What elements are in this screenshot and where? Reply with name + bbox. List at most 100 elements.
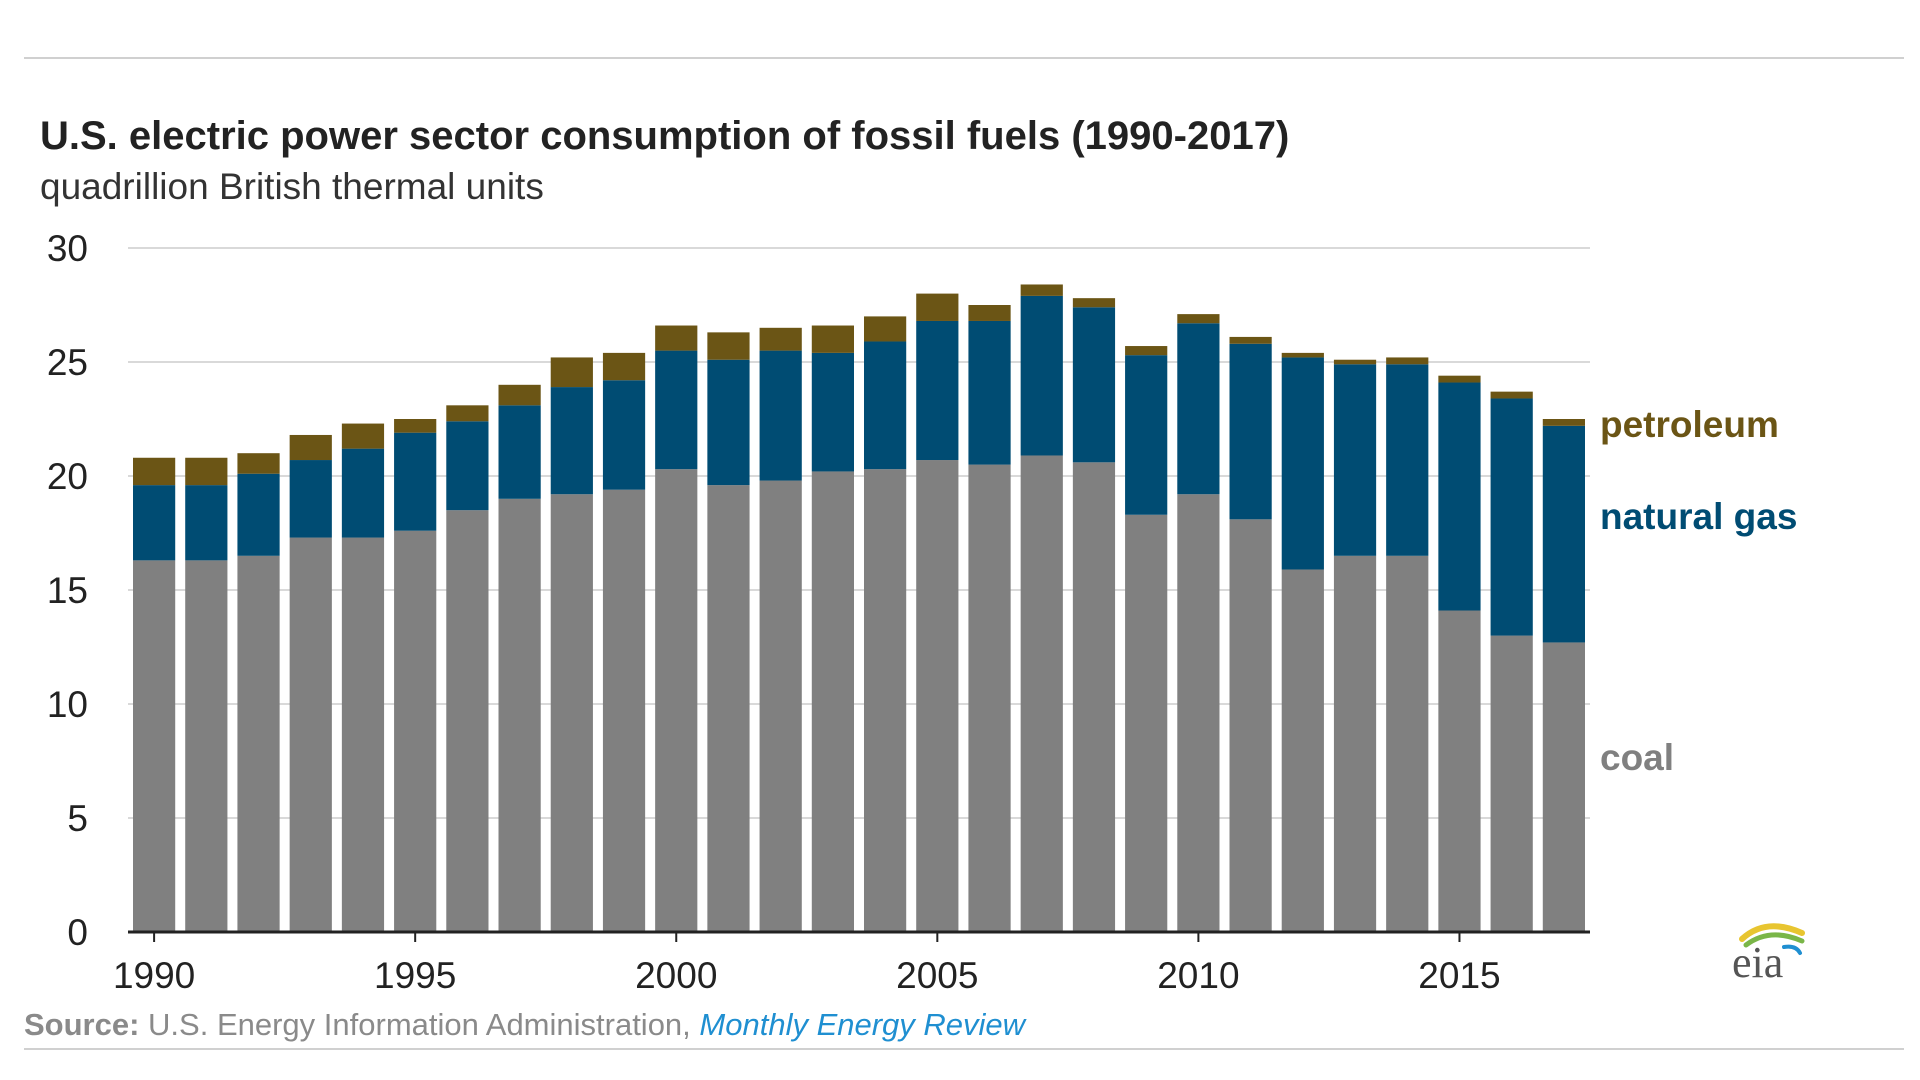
bar-natural-gas-2006 <box>968 320 1011 465</box>
bar-petroleum-2007 <box>1020 284 1063 296</box>
bar-coal-2010 <box>1177 494 1220 932</box>
series-label-coal: coal <box>1600 737 1674 778</box>
bar-coal-2002 <box>759 480 802 932</box>
bar-natural-gas-2007 <box>1020 295 1063 456</box>
bar-coal-2003 <box>811 471 854 932</box>
bar-natural-gas-2013 <box>1333 364 1377 556</box>
bar-coal-2004 <box>864 469 907 932</box>
y-tick-label-30: 30 <box>47 228 88 269</box>
bar-natural-gas-1992 <box>237 473 280 556</box>
bar-coal-2016 <box>1490 635 1533 932</box>
x-tick-label-1995: 1995 <box>374 955 456 996</box>
bar-natural-gas-1999 <box>602 380 646 490</box>
bar-petroleum-1990 <box>133 457 176 486</box>
eia-logo: eia <box>1718 915 1814 987</box>
bar-coal-1993 <box>289 537 332 932</box>
bar-petroleum-2017 <box>1542 419 1585 426</box>
series-label-natural-gas: natural gas <box>1600 496 1797 537</box>
bar-natural-gas-2004 <box>864 341 907 470</box>
bar-petroleum-2012 <box>1281 352 1324 358</box>
bar-natural-gas-1998 <box>550 387 593 495</box>
bar-natural-gas-2012 <box>1281 357 1324 570</box>
bar-natural-gas-2000 <box>655 350 698 470</box>
bar-natural-gas-2001 <box>707 359 750 486</box>
bar-natural-gas-1995 <box>394 432 437 531</box>
bar-coal-2001 <box>707 485 750 932</box>
bar-natural-gas-2017 <box>1542 425 1585 643</box>
bar-natural-gas-2005 <box>916 320 959 461</box>
bar-natural-gas-1994 <box>341 448 385 538</box>
x-tick-label-2005: 2005 <box>896 955 978 996</box>
x-tick-label-2000: 2000 <box>635 955 717 996</box>
x-tick-label-2015: 2015 <box>1418 955 1500 996</box>
bar-coal-2017 <box>1542 642 1585 932</box>
y-tick-label-15: 15 <box>47 570 88 611</box>
bar-coal-1990 <box>133 560 176 932</box>
bar-petroleum-1991 <box>185 457 228 486</box>
bar-petroleum-2003 <box>811 325 854 353</box>
y-tick-label-0: 0 <box>67 912 88 953</box>
bar-natural-gas-2016 <box>1490 398 1533 636</box>
bar-petroleum-1994 <box>341 423 385 449</box>
bar-petroleum-1997 <box>498 384 541 406</box>
logo-text: eia <box>1732 938 1783 985</box>
bar-natural-gas-2002 <box>759 350 802 481</box>
bar-coal-1998 <box>550 494 593 932</box>
bar-petroleum-2013 <box>1333 359 1377 365</box>
bar-coal-1995 <box>394 530 437 932</box>
x-axis-tick-labels: 1990 1995 2000 2005 2010 2015 <box>113 932 1501 996</box>
source-link[interactable]: Monthly Energy Review <box>699 1007 1026 1042</box>
bar-natural-gas-2008 <box>1072 307 1116 463</box>
bar-petroleum-2004 <box>864 316 907 342</box>
y-tick-label-10: 10 <box>47 684 88 725</box>
bars <box>133 284 1585 932</box>
y-tick-label-25: 25 <box>47 342 88 383</box>
source-label: Source: <box>24 1007 140 1042</box>
bar-petroleum-2002 <box>759 327 802 351</box>
chart-subtitle: quadrillion British thermal units <box>40 166 544 207</box>
bar-coal-1991 <box>185 560 228 932</box>
bar-coal-2012 <box>1281 569 1324 932</box>
source-text: U.S. Energy Information Administration, <box>148 1007 691 1042</box>
bar-petroleum-2000 <box>655 325 698 351</box>
bar-petroleum-2014 <box>1386 357 1429 365</box>
bar-petroleum-2011 <box>1229 336 1272 344</box>
bar-coal-2005 <box>916 460 959 932</box>
bar-coal-1996 <box>446 510 489 932</box>
bar-natural-gas-1993 <box>289 460 332 538</box>
bar-petroleum-2016 <box>1490 391 1533 399</box>
source-note: Source: U.S. Energy Information Administ… <box>24 1007 1025 1043</box>
series-label-petroleum: petroleum <box>1600 404 1779 445</box>
bar-natural-gas-2014 <box>1386 364 1429 556</box>
x-tick-label-1990: 1990 <box>113 955 195 996</box>
bar-natural-gas-2003 <box>811 352 854 472</box>
bar-coal-2007 <box>1020 455 1063 932</box>
bar-coal-1994 <box>341 537 385 932</box>
bar-coal-2013 <box>1333 555 1377 932</box>
bar-coal-2011 <box>1229 519 1272 932</box>
bar-coal-2009 <box>1125 514 1168 932</box>
bar-coal-2006 <box>968 464 1011 932</box>
bar-coal-2014 <box>1386 555 1429 932</box>
y-tick-label-5: 5 <box>67 798 88 839</box>
y-axis-tick-labels: 0 5 10 15 20 25 30 <box>47 228 88 953</box>
bottom-divider <box>24 1048 1904 1050</box>
x-tick-label-2010: 2010 <box>1157 955 1239 996</box>
bar-petroleum-1996 <box>446 405 489 422</box>
logo-arc-yellow <box>1739 923 1805 942</box>
bar-petroleum-2009 <box>1125 346 1168 356</box>
chart-title: U.S. electric power sector consumption o… <box>40 114 1290 158</box>
bar-petroleum-2008 <box>1072 298 1116 308</box>
bar-petroleum-1995 <box>394 419 437 433</box>
logo-arc-blue <box>1782 944 1802 955</box>
bar-natural-gas-2015 <box>1438 382 1481 611</box>
bar-coal-1997 <box>498 498 541 932</box>
bar-natural-gas-2009 <box>1125 355 1168 515</box>
series-labels: coal natural gas petroleum <box>1600 404 1797 778</box>
y-tick-label-20: 20 <box>47 456 88 497</box>
bar-natural-gas-1990 <box>133 485 176 561</box>
bar-petroleum-2015 <box>1438 375 1481 383</box>
bar-natural-gas-2010 <box>1177 323 1220 495</box>
logo-arc-green <box>1743 932 1805 948</box>
